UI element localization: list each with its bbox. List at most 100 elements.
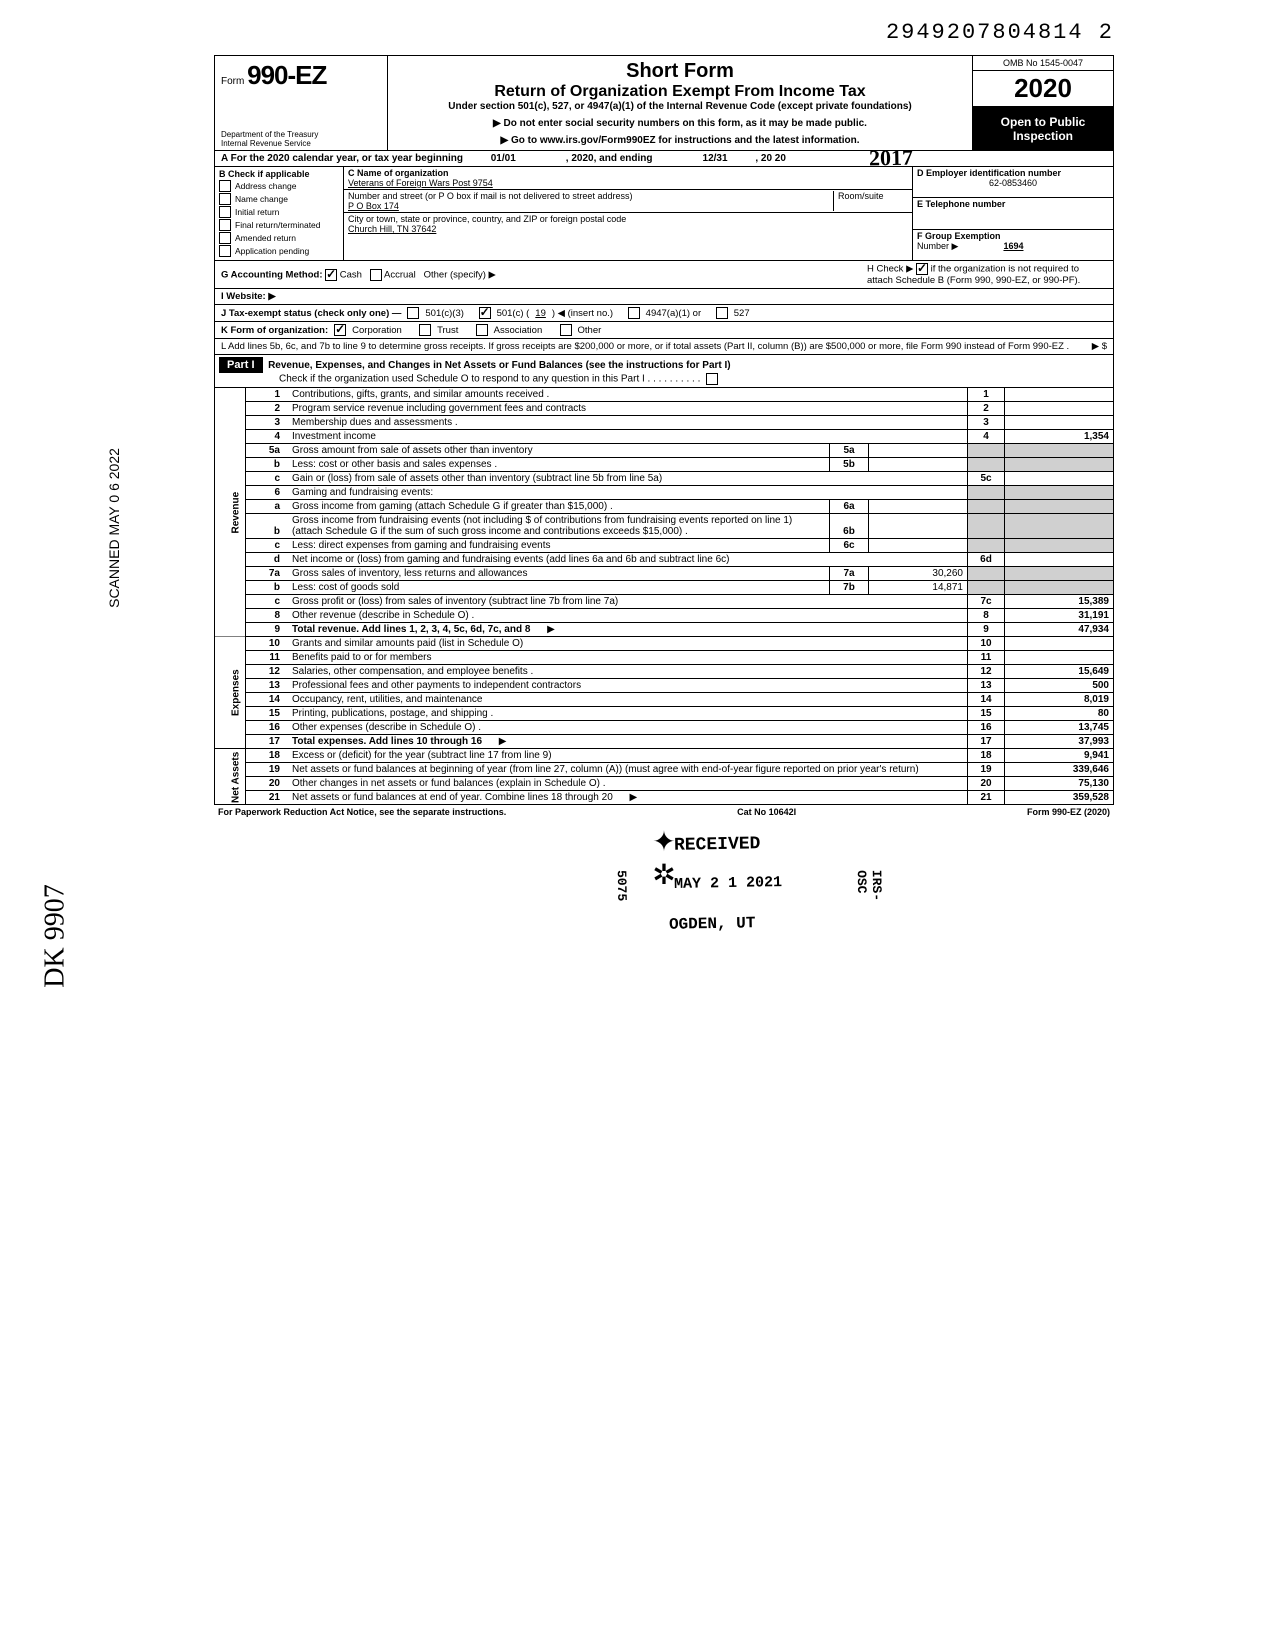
ln-6d: d — [246, 553, 289, 567]
rv-7b-shaded — [1005, 581, 1114, 595]
arrow-9: ▶ — [547, 624, 555, 635]
lbl-name-change: Name change — [235, 194, 288, 204]
dept-treasury: Department of the Treasury — [221, 130, 318, 139]
footer-mid: Cat No 10642I — [737, 807, 796, 817]
ln-10: 10 — [246, 637, 289, 651]
row-l-text: L Add lines 5b, 6c, and 7b to line 9 to … — [221, 341, 1069, 352]
lbl-corporation: Corporation — [352, 325, 402, 336]
chk-other-org[interactable] — [560, 324, 572, 336]
rn-16: 16 — [968, 721, 1005, 735]
rn-10: 10 — [968, 637, 1005, 651]
rn-6a-shaded — [968, 500, 1005, 514]
chk-corporation[interactable] — [334, 324, 346, 336]
col-c-org-info: C Name of organization Veterans of Forei… — [344, 167, 913, 260]
rn-18: 18 — [968, 749, 1005, 763]
row-g-label: G Accounting Method: — [221, 269, 323, 280]
rv-12: 15,649 — [1005, 665, 1114, 679]
desc-5c: Gain or (loss) from sale of assets other… — [288, 472, 968, 486]
irs-label: Internal Revenue Service — [221, 139, 318, 148]
desc-17: Total expenses. Add lines 10 through 16 … — [288, 735, 968, 749]
ln-6: 6 — [246, 486, 289, 500]
ln-20: 20 — [246, 777, 289, 791]
desc-12: Salaries, other compensation, and employ… — [288, 665, 968, 679]
chk-address-change[interactable] — [219, 180, 231, 192]
chk-501c[interactable] — [479, 307, 491, 319]
chk-schedule-o[interactable] — [706, 373, 718, 385]
chk-4947[interactable] — [628, 307, 640, 319]
mv-5a — [869, 444, 968, 458]
side-netassets: Net Assets — [215, 749, 246, 805]
misc-rows: G Accounting Method: Cash Accrual Other … — [214, 261, 1114, 355]
501c-insert-no: 19 — [535, 308, 546, 319]
ln-6c: c — [246, 539, 289, 553]
mv-6a — [869, 500, 968, 514]
chk-amended-return[interactable] — [219, 232, 231, 244]
mn-7b: 7b — [830, 581, 869, 595]
mv-6b — [869, 514, 968, 539]
rv-6-shaded — [1005, 486, 1114, 500]
ln-15: 15 — [246, 707, 289, 721]
arrow-21: ▶ — [629, 792, 637, 803]
part-i-check-line: Check if the organization used Schedule … — [279, 374, 700, 385]
chk-accrual[interactable] — [370, 269, 382, 281]
tax-year: 2020 — [973, 71, 1113, 107]
handwritten-note: DK 9907 — [40, 884, 72, 987]
lbl-amended-return: Amended return — [235, 233, 296, 243]
chk-trust[interactable] — [419, 324, 431, 336]
rv-10 — [1005, 637, 1114, 651]
desc-19: Net assets or fund balances at beginning… — [288, 763, 968, 777]
chk-initial-return[interactable] — [219, 206, 231, 218]
chk-501c3[interactable] — [407, 307, 419, 319]
rn-21: 21 — [968, 791, 1005, 805]
rv-2 — [1005, 402, 1114, 416]
form-subtitle: Under section 501(c), 527, or 4947(a)(1)… — [394, 101, 966, 112]
col-b-checkboxes: B Check if applicable Address change Nam… — [215, 167, 344, 260]
rn-7c: 7c — [968, 595, 1005, 609]
rn-20: 20 — [968, 777, 1005, 791]
lbl-4947: 4947(a)(1) or — [646, 308, 701, 319]
desc-10: Grants and similar amounts paid (list in… — [288, 637, 968, 651]
year-prefix: 20 — [1014, 73, 1043, 103]
lbl-accrual: Accrual — [384, 269, 416, 280]
inspection: Inspection — [977, 129, 1109, 143]
chk-final-return[interactable] — [219, 219, 231, 231]
rv-19: 339,646 — [1005, 763, 1114, 777]
rn-3: 3 — [968, 416, 1005, 430]
stamp-ogden: OGDEN, UT — [669, 914, 756, 934]
omb-number: OMB No 1545-0047 — [973, 56, 1113, 71]
lbl-final-return: Final return/terminated — [235, 220, 321, 230]
rn-2: 2 — [968, 402, 1005, 416]
chk-association[interactable] — [476, 324, 488, 336]
rv-17: 37,993 — [1005, 735, 1114, 749]
desc-16: Other expenses (describe in Schedule O) … — [288, 721, 968, 735]
chk-schedule-b[interactable] — [916, 263, 928, 275]
chk-527[interactable] — [716, 307, 728, 319]
desc-7a: Gross sales of inventory, less returns a… — [288, 567, 830, 581]
rv-14: 8,019 — [1005, 693, 1114, 707]
lbl-other-specify: Other (specify) ▶ — [424, 269, 496, 280]
ln-7c: c — [246, 595, 289, 609]
ln-2: 2 — [246, 402, 289, 416]
chk-application-pending[interactable] — [219, 245, 231, 257]
lbl-trust: Trust — [437, 325, 458, 336]
rn-11: 11 — [968, 651, 1005, 665]
rn-8: 8 — [968, 609, 1005, 623]
rn-19: 19 — [968, 763, 1005, 777]
lbl-initial-return: Initial return — [235, 207, 279, 217]
rn-14: 14 — [968, 693, 1005, 707]
arrow-17: ▶ — [499, 736, 507, 747]
rn-15: 15 — [968, 707, 1005, 721]
rv-7c: 15,389 — [1005, 595, 1114, 609]
chk-name-change[interactable] — [219, 193, 231, 205]
desc-6d: Net income or (loss) from gaming and fun… — [288, 553, 968, 567]
chk-cash[interactable] — [325, 269, 337, 281]
group-exemption-label: F Group Exemption — [917, 231, 1109, 241]
row-a-label: A For the 2020 calendar year, or tax yea… — [221, 153, 463, 164]
ln-5a: 5a — [246, 444, 289, 458]
desc-5b: Less: cost or other basis and sales expe… — [288, 458, 830, 472]
mv-7a: 30,260 — [869, 567, 968, 581]
desc-6: Gaming and fundraising events: — [288, 486, 968, 500]
lbl-other-org: Other — [578, 325, 602, 336]
rv-5c — [1005, 472, 1114, 486]
mv-5b — [869, 458, 968, 472]
